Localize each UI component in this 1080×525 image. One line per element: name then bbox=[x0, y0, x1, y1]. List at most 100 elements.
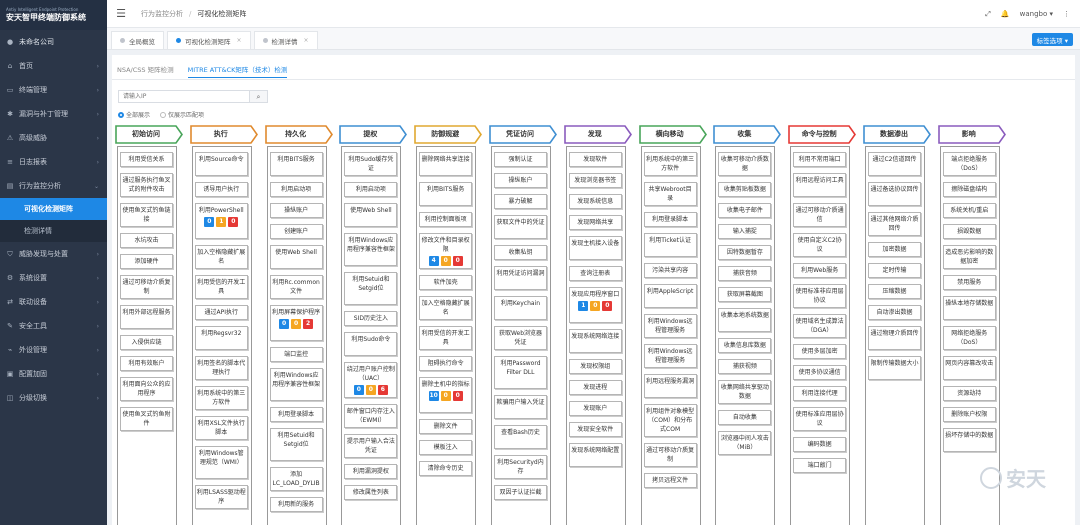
technique-cell[interactable]: 造成恶劣影响的数据加密 bbox=[942, 245, 996, 269]
sidebar-subitem[interactable]: 检测详情 bbox=[0, 220, 107, 242]
technique-cell[interactable]: 利用屏幕保护程序 0 0 2 bbox=[269, 305, 323, 341]
alert-count-badge[interactable]: 0 bbox=[452, 391, 463, 401]
menu-toggle-icon[interactable]: ☰ bbox=[116, 7, 126, 20]
sidebar-item-shield[interactable]: ⛉ 威胁发现与处置 › bbox=[0, 242, 107, 266]
tab-nsa-matrix[interactable]: NSA/CSS 矩阵检测 bbox=[117, 66, 174, 74]
technique-cell[interactable]: 污染共享内容 bbox=[643, 263, 697, 278]
technique-cell[interactable]: 利用Windows远程管理服务 bbox=[643, 344, 697, 368]
technique-cell[interactable]: 定时传输 bbox=[868, 263, 921, 278]
technique-cell[interactable]: 端口监控 bbox=[269, 347, 323, 362]
technique-cell[interactable]: 利用有效账户 bbox=[120, 356, 173, 371]
technique-cell[interactable]: 发现主机接入设备 bbox=[568, 236, 622, 260]
technique-cell[interactable]: 浏览器中间人攻击（MiB） bbox=[718, 431, 772, 455]
technique-cell[interactable]: SID历史注入 bbox=[344, 311, 398, 326]
technique-cell[interactable]: 入侵供应链 bbox=[120, 335, 173, 350]
technique-cell[interactable]: 收集私钥 bbox=[494, 245, 547, 260]
technique-cell[interactable]: 利用AppleScript bbox=[643, 284, 697, 308]
technique-cell[interactable]: 通过C2信道回传 bbox=[868, 152, 921, 176]
alert-count-badge[interactable]: 0 bbox=[279, 319, 290, 329]
technique-cell[interactable]: 利用远程服务漏洞 bbox=[643, 374, 697, 398]
technique-cell[interactable]: 损坏存储中的数据 bbox=[942, 428, 996, 452]
technique-cell[interactable]: 利用BITS服务 bbox=[419, 182, 473, 206]
tactic-header[interactable]: 横向移动 bbox=[638, 125, 708, 144]
technique-cell[interactable]: 删除文件 bbox=[419, 419, 473, 434]
org-selector[interactable]: ● 未命名公司 bbox=[0, 30, 107, 54]
technique-cell[interactable]: 限制传输数据大小 bbox=[868, 356, 921, 380]
technique-cell[interactable]: 欺骗用户输入凭证 bbox=[494, 395, 547, 419]
alert-count-badge[interactable]: 0 bbox=[365, 385, 376, 395]
technique-cell[interactable]: 使用Web Shell bbox=[344, 203, 398, 227]
technique-cell[interactable]: 收集本地系统数据 bbox=[718, 308, 772, 332]
technique-cell[interactable]: 发现进程 bbox=[568, 380, 622, 395]
sidebar-item-tool[interactable]: ✎ 安全工具 › bbox=[0, 314, 107, 338]
technique-cell[interactable]: 利用Ticket认证 bbox=[643, 233, 697, 257]
technique-cell[interactable]: 利用PowerShell 0 1 0 bbox=[194, 203, 248, 239]
radio-show-all[interactable]: 全部展示 bbox=[118, 110, 150, 119]
technique-cell[interactable]: 利用Windows应用程序兼容性框架 bbox=[269, 368, 323, 401]
technique-cell[interactable]: 利用连接代理 bbox=[793, 386, 847, 401]
technique-cell[interactable]: 编码数据 bbox=[793, 437, 847, 452]
technique-cell[interactable]: 使用自定义C2协议 bbox=[793, 233, 847, 257]
tactic-header[interactable]: 收集 bbox=[713, 125, 782, 144]
technique-cell[interactable]: 发现应用程序窗口 1 0 0 bbox=[568, 287, 622, 323]
technique-cell[interactable]: 模板注入 bbox=[419, 440, 473, 455]
sidebar-item-usb[interactable]: ⌁ 外设管理 › bbox=[0, 338, 107, 362]
sidebar-item-gear[interactable]: ⚙ 系统设置 › bbox=[0, 266, 107, 290]
technique-cell[interactable]: 因特数据暂存 bbox=[718, 245, 772, 260]
technique-cell[interactable]: 输入捕捉 bbox=[718, 224, 772, 239]
breadcrumb-parent[interactable]: 行为监控分析 bbox=[141, 9, 183, 18]
technique-cell[interactable]: 利用启动项 bbox=[269, 182, 323, 197]
technique-cell[interactable]: 利用面向公众的应用程序 bbox=[120, 377, 173, 401]
close-icon[interactable]: × bbox=[303, 37, 309, 44]
alert-count-badge[interactable]: 10 bbox=[428, 391, 439, 401]
ip-search-input[interactable] bbox=[118, 90, 250, 103]
technique-cell[interactable]: 修改文件和目录权限 4 0 0 bbox=[419, 233, 473, 269]
technique-cell[interactable]: 使用域名生成算法（DGA） bbox=[793, 314, 847, 338]
sidebar-item-chart[interactable]: ▤ 行为监控分析 ⌄ bbox=[0, 174, 107, 198]
technique-cell[interactable]: 查询注册表 bbox=[568, 266, 622, 281]
technique-cell[interactable]: 利用不常用端口 bbox=[793, 152, 847, 167]
alert-count-badge[interactable]: 0 bbox=[602, 301, 613, 311]
technique-cell[interactable]: 使用鱼叉式钓鱼链接 bbox=[120, 203, 173, 227]
technique-cell[interactable]: 收集剪贴板数据 bbox=[718, 182, 772, 197]
technique-cell[interactable]: 发现系统信息 bbox=[568, 194, 622, 209]
technique-cell[interactable]: 共享Webroot目录 bbox=[643, 182, 697, 206]
alert-count-badge[interactable]: 4 bbox=[428, 256, 439, 266]
technique-cell[interactable]: 修改属性列表 bbox=[344, 485, 398, 500]
technique-cell[interactable]: 删除账户权限 bbox=[942, 407, 996, 422]
tactic-header[interactable]: 命令与控制 bbox=[788, 125, 857, 144]
technique-cell[interactable]: 利用受信关系 bbox=[120, 152, 173, 167]
technique-cell[interactable]: 利用LSASS驱动程序 bbox=[194, 485, 248, 509]
technique-cell[interactable]: 利用Keychain bbox=[494, 296, 547, 320]
technique-cell[interactable]: 软件加壳 bbox=[419, 275, 473, 290]
sidebar-item-log[interactable]: ≡ 日志报表 › bbox=[0, 150, 107, 174]
tactic-header[interactable]: 发现 bbox=[563, 125, 633, 144]
technique-cell[interactable]: 利用Rc.common文件 bbox=[269, 275, 323, 299]
technique-cell[interactable]: 网页内容篡改攻击 bbox=[942, 356, 996, 380]
technique-cell[interactable]: 诱导用户执行 bbox=[194, 182, 248, 197]
technique-cell[interactable]: 使用Web Shell bbox=[269, 245, 323, 269]
technique-cell[interactable]: 利用Regsvr32 bbox=[194, 326, 248, 350]
technique-cell[interactable]: 添加硬件 bbox=[120, 254, 173, 269]
technique-cell[interactable]: 自动收集 bbox=[718, 410, 772, 425]
technique-cell[interactable]: 加入空格隐藏扩展名 bbox=[419, 296, 473, 320]
technique-cell[interactable]: 利用Source命令 bbox=[194, 152, 248, 176]
technique-cell[interactable]: 擦除磁盘结构 bbox=[942, 182, 996, 197]
technique-cell[interactable]: 利用Windows应用程序兼容性框架 bbox=[344, 233, 398, 266]
alert-count-badge[interactable]: 6 bbox=[377, 385, 388, 395]
radio-show-matched[interactable]: 仅展示匹配项 bbox=[160, 110, 204, 119]
alert-count-badge[interactable]: 0 bbox=[204, 217, 215, 227]
tactic-header[interactable]: 影响 bbox=[937, 125, 1007, 144]
tactic-header[interactable]: 凭证访问 bbox=[489, 125, 558, 144]
technique-cell[interactable]: 捕获视频 bbox=[718, 359, 772, 374]
technique-cell[interactable]: 使用多层加密 bbox=[793, 344, 847, 359]
technique-cell[interactable]: 发现账户 bbox=[568, 401, 622, 416]
technique-cell[interactable]: 双因子认证拦截 bbox=[494, 485, 547, 500]
technique-cell[interactable]: 使用多协议通信 bbox=[793, 365, 847, 380]
alert-count-badge[interactable]: 0 bbox=[353, 385, 364, 395]
technique-cell[interactable]: 发现系统网络连接 bbox=[568, 329, 622, 353]
technique-cell[interactable]: 利用BITS服务 bbox=[269, 152, 323, 176]
tactic-header[interactable]: 防御规避 bbox=[414, 125, 483, 144]
technique-cell[interactable]: 通过可移动介质复制 bbox=[643, 443, 697, 467]
alert-count-badge[interactable]: 0 bbox=[228, 217, 239, 227]
